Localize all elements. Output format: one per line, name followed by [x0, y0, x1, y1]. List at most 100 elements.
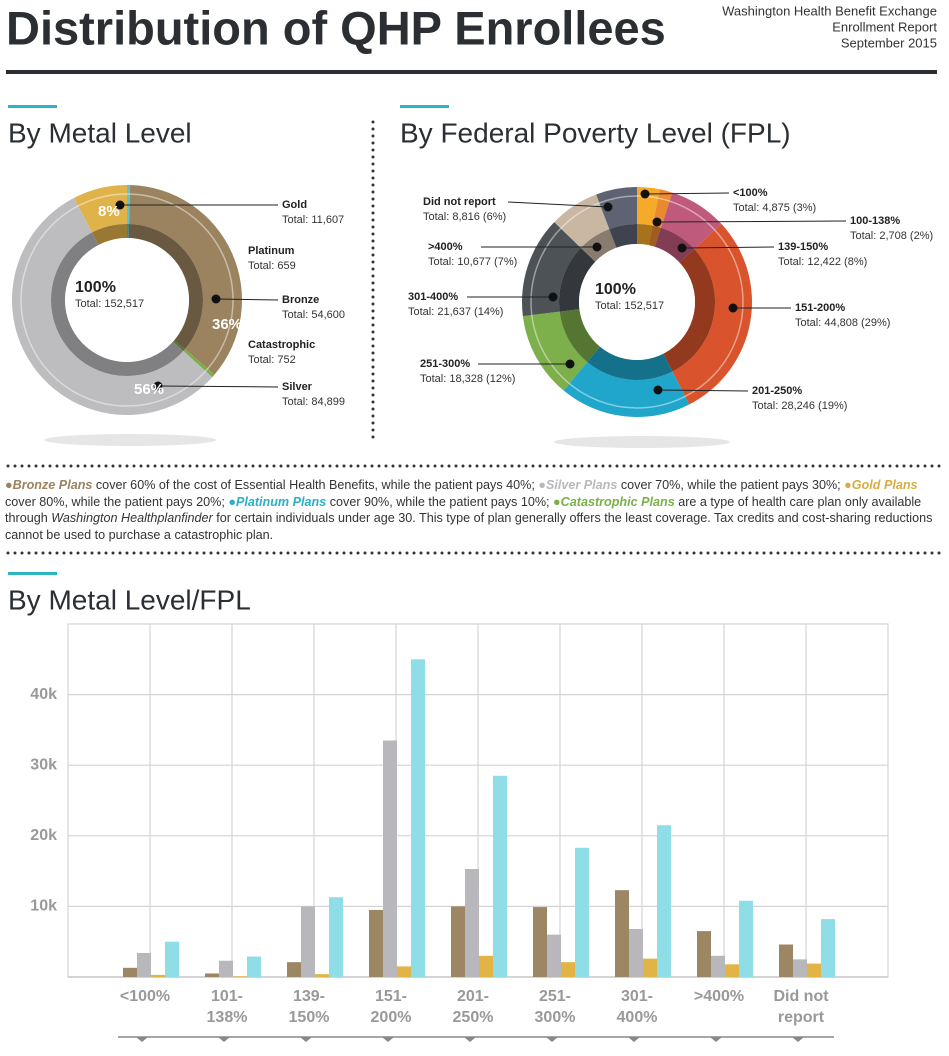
bar [329, 897, 343, 977]
slice-label: <100% [733, 187, 768, 199]
x-tick-label: >400% [693, 988, 745, 1005]
center-total: Total: 152,517 [75, 298, 144, 310]
bar [287, 962, 301, 977]
bar [821, 919, 835, 977]
page-title: Distribution of QHP Enrollees [6, 1, 666, 54]
slice-value: Total: 21,637 (14%) [408, 306, 503, 318]
bar [151, 974, 165, 977]
y-tick-label: 10k [30, 898, 57, 915]
bar [561, 962, 575, 977]
slice-shade [559, 247, 596, 312]
slice-inner [172, 340, 185, 352]
bar [629, 928, 643, 977]
leader-dot [603, 202, 613, 212]
slice-shade [51, 232, 184, 376]
leader-line [644, 192, 730, 195]
slice-label: 201-250% [752, 385, 802, 397]
tick-caret [628, 1037, 640, 1042]
leader-dot [115, 200, 125, 210]
leader-dot [640, 189, 650, 199]
slice [596, 186, 637, 230]
donut-hole [579, 244, 695, 360]
bar [369, 909, 383, 977]
source-line: September 2015 [841, 35, 937, 50]
bar [547, 934, 561, 977]
plan-name: Silver Plans [538, 478, 617, 492]
center-label: 100% [75, 279, 116, 296]
bar [315, 974, 329, 977]
leader-dot [677, 243, 687, 253]
tick-caret [546, 1037, 558, 1042]
shadow [44, 434, 216, 446]
slice-shade [609, 224, 637, 248]
slice-label: Platinum [248, 245, 295, 257]
tick-caret [218, 1037, 230, 1042]
slice [522, 222, 581, 317]
x-tick-label: 151-200% [370, 988, 412, 1026]
chart-title: By Metal Level/FPL [8, 584, 251, 615]
leader-line [157, 385, 279, 388]
x-tick-label: 101-138% [206, 988, 248, 1026]
slice-inner [637, 224, 653, 246]
slice-label: Did not report [423, 196, 496, 208]
leader-line [657, 389, 749, 392]
slice-inner [559, 309, 600, 363]
y-tick-label: 20k [30, 827, 57, 844]
slice-value: Total: 4,875 (3%) [733, 202, 816, 214]
slice-shade [648, 225, 661, 247]
slice-inner [92, 224, 127, 245]
slice-shade [128, 224, 203, 350]
slice [660, 192, 722, 250]
slice-label: 151-200% [795, 302, 845, 314]
plan-name: Gold Plans [844, 478, 917, 492]
tick-caret [382, 1037, 394, 1042]
slice-label: 301-400% [408, 291, 458, 303]
slice-label: Gold [282, 199, 307, 211]
chart-title: By Metal Level [8, 117, 192, 148]
slice-label: Bronze [282, 294, 319, 306]
notes: Bronze Plans cover 60% of the cost of Es… [5, 477, 943, 544]
slice-label: >400% [428, 241, 463, 253]
slice-label: 100-138% [850, 215, 900, 227]
plan-name: Bronze Plans [5, 478, 92, 492]
slice-value: Total: 18,328 (12%) [420, 373, 515, 385]
bar [657, 825, 671, 977]
bar [493, 775, 507, 977]
header-rule [6, 70, 937, 74]
donut-hole [65, 238, 189, 362]
leader-dot [153, 381, 163, 391]
tick-caret [300, 1037, 312, 1042]
bar [533, 907, 547, 977]
slice-label: Catastrophic [248, 339, 315, 351]
slice-shade [92, 224, 127, 245]
leader-dot [653, 385, 663, 395]
leader-line [507, 201, 609, 208]
slice-inner [587, 346, 673, 381]
title-accent [8, 105, 57, 108]
slice-label: 251-300% [420, 358, 470, 370]
slice [11, 197, 213, 416]
slice [563, 362, 690, 418]
slice-value: Total: 8,816 (6%) [423, 211, 506, 223]
source-line: Washington Health Benefit Exchange [722, 3, 937, 18]
tick-caret [136, 1037, 148, 1042]
slice-value: Total: 54,600 [282, 309, 345, 321]
slice-shade [127, 224, 130, 239]
slice-value: Total: 12,422 (8%) [778, 256, 867, 268]
note-text: cover 70%, while the patient pays 30%; [617, 478, 845, 492]
bar [165, 941, 179, 977]
bar [739, 900, 753, 977]
title-accent [400, 105, 449, 108]
leader-dot [728, 303, 738, 313]
bar [383, 740, 397, 977]
bar [411, 659, 425, 977]
bar [233, 976, 247, 977]
slice-inner [51, 232, 184, 376]
bar [301, 906, 315, 977]
leader-line [215, 298, 279, 301]
slice-inner [128, 224, 203, 350]
chart-title: By Federal Poverty Level (FPL) [400, 117, 791, 148]
ring-highlight [20, 193, 234, 407]
slice [74, 185, 127, 233]
